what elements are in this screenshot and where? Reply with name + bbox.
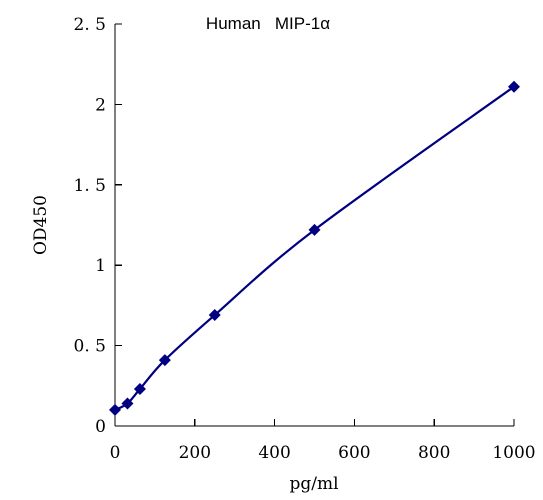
data-point-marker bbox=[508, 80, 520, 93]
x-tick-label: 200 bbox=[179, 443, 211, 463]
y-axis-title: OD450 bbox=[31, 195, 51, 255]
data-point-marker bbox=[158, 354, 171, 367]
x-axis-title: pg/ml bbox=[289, 474, 338, 494]
y-axis-ticks: 0 0. 5 1 1. 5 2 2. 5 bbox=[74, 15, 122, 437]
y-tick-label: 0. 5 bbox=[74, 337, 106, 357]
y-tick-label: 2 bbox=[95, 95, 106, 115]
x-tick-label: 1000 bbox=[492, 443, 535, 463]
x-tick-label: 600 bbox=[338, 443, 370, 463]
data-point-marker bbox=[208, 309, 221, 322]
series-line bbox=[114, 85, 515, 411]
plot-area: 0 0. 5 1 1. 5 2 2. 5 0 200 400 600 800 1000 bbox=[74, 15, 536, 463]
data-point-marker bbox=[121, 397, 134, 410]
series-layer bbox=[109, 80, 520, 416]
x-tick-label: 0 bbox=[110, 443, 121, 463]
y-tick-label: 2. 5 bbox=[74, 15, 106, 35]
data-point-marker bbox=[109, 403, 121, 416]
x-tick-label: 800 bbox=[418, 443, 450, 463]
data-point-marker bbox=[133, 383, 146, 396]
data-point-marker bbox=[308, 223, 321, 236]
x-axis-ticks: 0 200 400 600 800 1000 bbox=[110, 419, 536, 463]
chart-title: Human MIP-1α bbox=[206, 14, 330, 33]
y-tick-label: 1 bbox=[95, 256, 106, 276]
y-tick-label: 1. 5 bbox=[74, 176, 106, 196]
y-tick-label: 0 bbox=[95, 417, 106, 437]
x-tick-label: 400 bbox=[258, 443, 290, 463]
